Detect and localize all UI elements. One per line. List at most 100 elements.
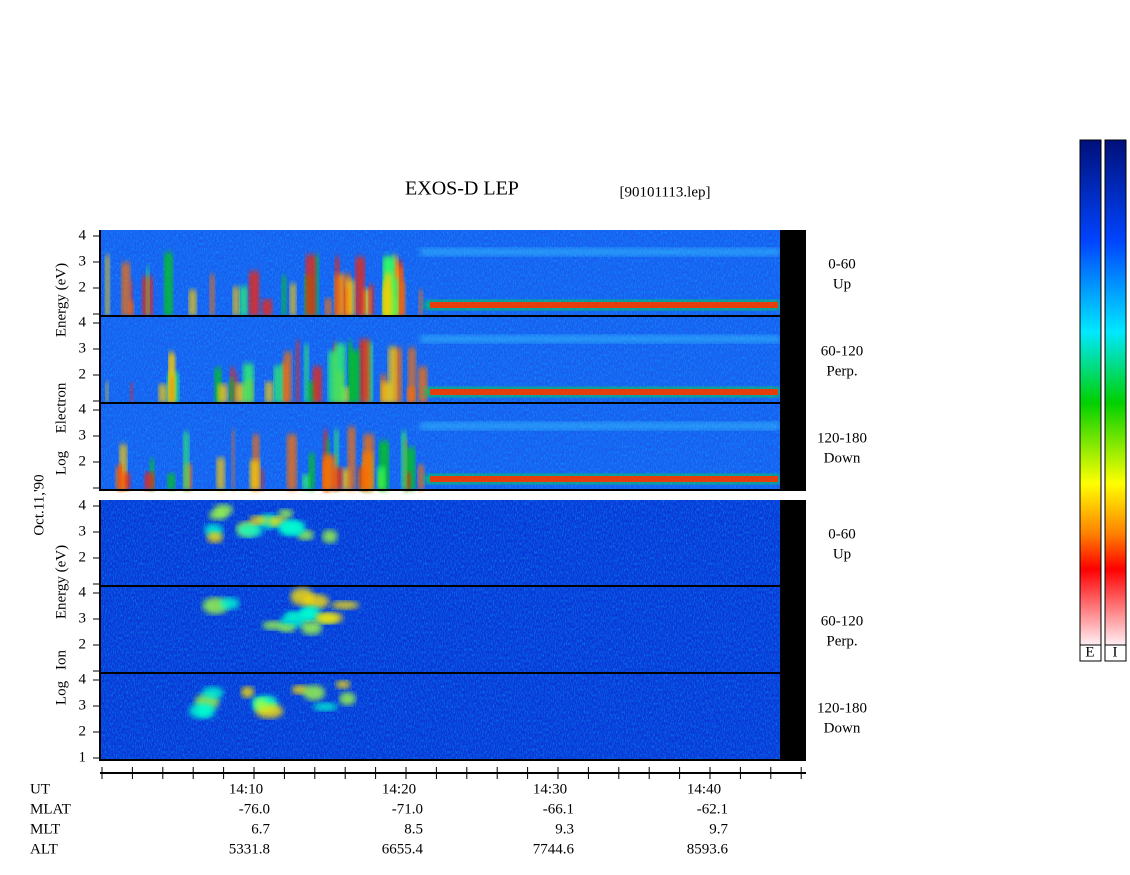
hot-region: [273, 365, 282, 403]
ion-feature: [201, 686, 224, 699]
data-gap: [780, 317, 806, 403]
time-tick-label: 14:10: [229, 781, 263, 797]
hot-region: [248, 271, 260, 316]
hot-region: [122, 472, 131, 490]
hot-region: [188, 289, 197, 316]
y-tick-label: 2: [79, 723, 87, 739]
pitch-angle: 0-60: [828, 256, 856, 272]
hot-region: [304, 344, 309, 403]
hot-region: [388, 346, 397, 403]
hot-region: [379, 441, 389, 490]
row-label: MLAT: [30, 801, 71, 817]
ephemeris-value: -62.1: [697, 801, 728, 817]
hot-region: [144, 472, 155, 490]
hot-region: [341, 468, 351, 490]
ion-feature: [278, 624, 296, 633]
hot-region: [331, 467, 343, 490]
hot-region: [347, 426, 356, 490]
data-gap: [780, 587, 806, 673]
hot-region: [283, 351, 292, 403]
hot-region: [217, 384, 228, 403]
hot-region: [381, 382, 392, 403]
ephemeris-value: 8.5: [404, 821, 423, 837]
hot-region: [362, 451, 372, 490]
hot-region: [362, 288, 371, 316]
hot-region: [105, 254, 110, 316]
y-axis-label: Ion: [53, 650, 69, 670]
ion-feature: [284, 610, 305, 619]
y-axis-label: Log: [53, 450, 69, 475]
y-tick-label: 2: [79, 366, 87, 382]
y-tick-label: 3: [79, 523, 87, 539]
y-tick-label: 3: [79, 427, 87, 443]
y-tick-label: 4: [79, 497, 87, 513]
hot-region: [105, 381, 109, 403]
ion-feature: [335, 680, 351, 689]
y-tick-label: 2: [79, 636, 87, 652]
ion-feature: [331, 600, 360, 610]
hot-region: [239, 286, 248, 316]
energy-band: [420, 248, 780, 256]
ion-feature: [299, 605, 322, 621]
hot-region: [146, 266, 150, 316]
hot-region: [265, 381, 274, 403]
colorbar-i: [1104, 139, 1127, 646]
hot-region: [261, 299, 273, 316]
row-label: ALT: [30, 841, 58, 857]
pitch-angle: 0-60: [828, 526, 856, 542]
y-axis-label: Log: [53, 680, 69, 705]
energy-band: [420, 335, 780, 343]
data-gap: [780, 230, 806, 316]
spectrogram-noise: [100, 500, 780, 586]
hot-region: [118, 463, 122, 490]
row-label: UT: [30, 781, 50, 797]
y-tick-label: 3: [79, 253, 87, 269]
energy-band: [430, 389, 778, 395]
colorbar-box: [1079, 644, 1102, 662]
hot-region: [167, 473, 175, 490]
ion-feature: [237, 522, 264, 538]
pitch-angle: 60-120: [821, 343, 864, 359]
ephemeris-value: 7744.6: [533, 841, 575, 857]
direction: Up: [833, 546, 851, 562]
hot-region: [128, 300, 134, 316]
hot-region: [338, 276, 344, 316]
hot-region: [305, 254, 316, 316]
hot-region: [183, 432, 190, 490]
time-tick-label: 14:20: [382, 781, 416, 797]
ephemeris-value: 9.3: [555, 821, 574, 837]
direction: Down: [824, 720, 861, 736]
direction: Perp.: [826, 363, 857, 379]
hot-region: [164, 252, 173, 316]
colorbar-e: [1079, 139, 1102, 646]
colorbar-label: E: [1085, 644, 1094, 660]
date: Oct.11,'90: [31, 474, 47, 535]
pitch-angle: 120-180: [817, 700, 867, 716]
y-tick-label: 4: [79, 671, 87, 687]
hot-region: [302, 474, 311, 490]
y-axis-label: Energy (eV): [53, 263, 69, 337]
hot-region: [249, 460, 260, 490]
y-tick-label: 2: [79, 453, 87, 469]
y-tick-label: 3: [79, 340, 87, 356]
pitch-angle: 120-180: [817, 430, 867, 446]
ephemeris-value: -76.0: [239, 801, 270, 817]
ion-feature: [241, 686, 255, 698]
hot-region: [395, 266, 404, 316]
ion-feature: [315, 612, 344, 624]
ephemeris-value: 9.7: [709, 821, 728, 837]
ion-feature: [220, 597, 240, 610]
hot-region: [390, 278, 399, 316]
hot-region: [334, 343, 346, 403]
hot-region: [408, 347, 416, 403]
hot-region: [129, 280, 134, 316]
ephemeris-value: 6655.4: [382, 841, 424, 857]
hot-region: [405, 447, 416, 490]
hot-region: [308, 453, 315, 490]
hot-region: [359, 339, 370, 403]
hot-region: [322, 460, 329, 490]
hot-region: [232, 286, 240, 316]
data-gap: [780, 500, 806, 586]
ion-feature: [188, 703, 216, 719]
y-tick-label: 2: [79, 549, 87, 565]
